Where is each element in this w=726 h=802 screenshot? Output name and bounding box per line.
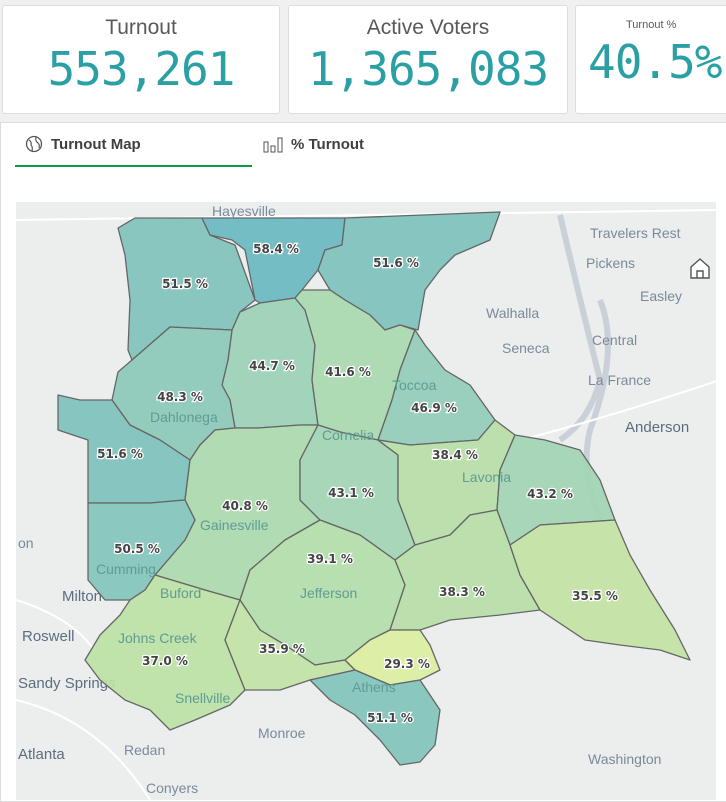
globe-icon	[25, 135, 43, 153]
place-label: Buford	[160, 585, 201, 601]
place-labels: Travelers Rest Pickens Easley Walhalla S…	[18, 225, 689, 796]
place-label: La France	[588, 372, 651, 388]
kpi-title: Turnout %	[626, 19, 677, 31]
county-region[interactable]	[309, 669, 441, 766]
county-turnout-label: 50.5 %	[114, 542, 160, 556]
kpi-turnout-percent: Turnout % 40.5%	[575, 5, 726, 114]
place-label: Cumming	[96, 561, 156, 577]
place-label: Atlanta	[18, 746, 65, 763]
place-label: Monroe	[258, 725, 306, 741]
county-turnout-label: 51.6 %	[373, 256, 419, 270]
county-turnout-label: 38.3 %	[439, 585, 485, 599]
place-label: Central	[592, 332, 637, 348]
place-label: Washington	[588, 751, 661, 767]
place-label: Johns Creek	[118, 630, 198, 646]
kpi-turnout: Turnout 553,261	[2, 5, 280, 114]
place-label: Seneca	[502, 340, 550, 356]
place-label: Anderson	[625, 419, 689, 436]
kpi-value: 40.5%	[588, 35, 722, 89]
county-turnout-label: 46.9 %	[411, 401, 457, 415]
place-label: Conyers	[146, 780, 198, 796]
county-turnout-label: 37.0 %	[142, 654, 188, 668]
place-label: Easley	[640, 288, 682, 304]
place-label: Dahlonega	[150, 409, 218, 425]
kpi-title: Active Voters	[366, 16, 490, 39]
county-region[interactable]	[84, 574, 246, 731]
active-tab-indicator	[15, 165, 252, 167]
county-turnout-label: 43.1 %	[328, 486, 374, 500]
place-label: Milton	[62, 588, 102, 605]
place-label: Sandy Springs	[18, 675, 116, 692]
county-region[interactable]	[509, 519, 691, 661]
county-turnout-label: 43.2 %	[527, 487, 573, 501]
county-turnout-label: 41.6 %	[325, 365, 371, 379]
in-map-place-labels: Hayesville Dahlonega Toccoa Cornelia Lav…	[96, 203, 511, 706]
kpi-value: 1,365,083	[307, 42, 549, 96]
place-label: Roswell	[22, 628, 75, 645]
county-turnout-label: 51.5 %	[162, 277, 208, 291]
place-label: Jefferson	[300, 585, 357, 601]
turnout-map[interactable]: Travelers Rest Pickens Easley Walhalla S…	[16, 202, 716, 800]
place-label: Hayesville	[212, 203, 276, 219]
tab-percent-turnout[interactable]: % Turnout	[263, 135, 364, 153]
place-label: Walhalla	[486, 305, 539, 321]
place-label: on	[18, 535, 34, 551]
county-turnout-label: 39.1 %	[307, 552, 353, 566]
place-label: Snellville	[175, 690, 230, 706]
place-label: Gainesville	[200, 517, 269, 533]
place-label: Pickens	[586, 255, 635, 271]
county-turnout-label: 51.6 %	[97, 447, 143, 461]
place-label: Toccoa	[392, 377, 437, 393]
county-turnout-label: 48.3 %	[157, 390, 203, 404]
tab-label: Turnout Map	[51, 135, 141, 153]
county-turnout-label: 44.7 %	[249, 359, 295, 373]
place-label: Athens	[352, 679, 396, 695]
place-label: Lavonia	[462, 469, 511, 485]
county-turnout-label: 35.9 %	[259, 642, 305, 656]
place-label: Cornelia	[322, 427, 374, 443]
county-turnout-label: 35.5 %	[572, 589, 618, 603]
bar-chart-icon	[263, 137, 283, 153]
tab-turnout-map[interactable]: Turnout Map	[25, 135, 141, 153]
place-label: Travelers Rest	[590, 225, 681, 241]
county-turnout-label: 58.4 %	[253, 242, 299, 256]
county-turnout-label: 51.1 %	[367, 711, 413, 725]
tab-label: % Turnout	[291, 135, 365, 153]
home-button[interactable]	[690, 258, 710, 279]
home-icon	[690, 258, 710, 279]
county-turnout-label: 38.4 %	[432, 448, 478, 462]
place-label: Redan	[124, 742, 165, 758]
kpi-title: Turnout	[105, 16, 177, 39]
kpi-value: 553,261	[47, 42, 236, 96]
county-turnout-label: 40.8 %	[222, 499, 268, 513]
county-turnout-label: 29.3 %	[384, 657, 430, 671]
kpi-active-voters: Active Voters 1,365,083	[288, 5, 568, 114]
